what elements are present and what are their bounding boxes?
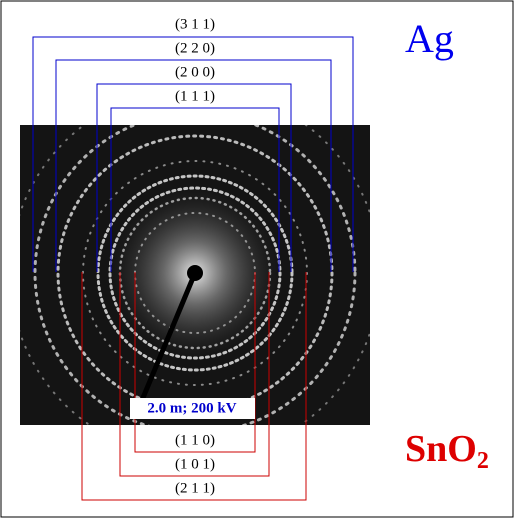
sno2-subscript: 2 [477,448,489,474]
figure: (3 1 1) (2 2 0) (2 0 0) (1 1 1) (1 1 0) … [0,0,514,518]
ring-label: (3 1 1) [175,16,215,32]
ring-label: (1 1 0) [175,432,215,448]
ring-label: (2 1 1) [175,480,215,496]
image-caption: 2.0 m; 200 kV [147,400,236,416]
sno2-main: SnO [405,428,477,470]
ag-title: Ag [405,16,454,61]
ring-label: (1 1 1) [175,88,215,104]
ring-label: (2 2 0) [175,40,215,56]
beam-stop [187,265,203,281]
ring-label: (2 0 0) [175,64,215,80]
sno2-title: SnO2 [405,428,489,474]
ring-label: (1 0 1) [175,456,215,472]
